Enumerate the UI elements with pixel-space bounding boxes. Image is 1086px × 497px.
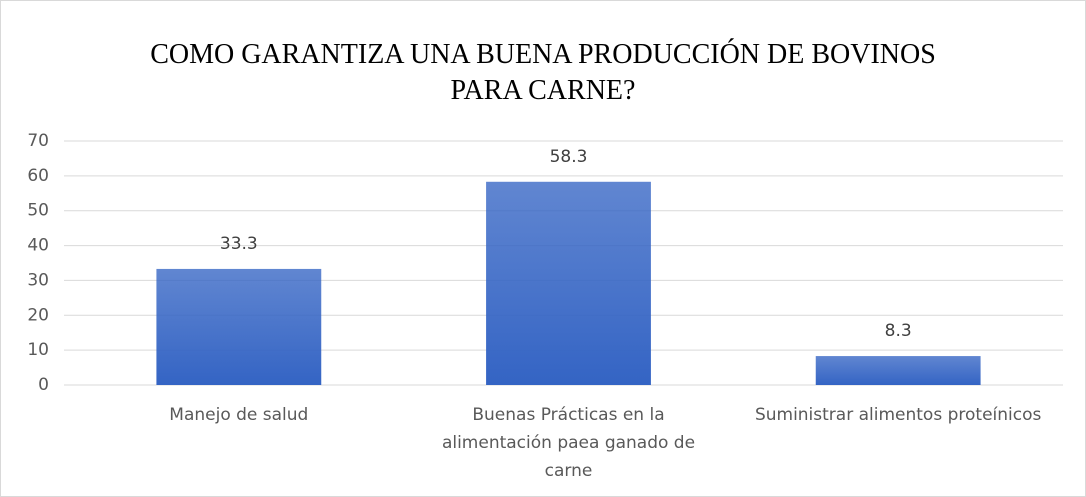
y-tick-label: 20 — [27, 305, 49, 325]
bar — [815, 356, 981, 385]
x-tick-label: Suministrar alimentos proteínicos — [754, 405, 1042, 425]
data-label: 58.3 — [550, 147, 588, 167]
bar — [486, 181, 651, 385]
chart-title: COMO GARANTIZA UNA BUENA PRODUCCIÓN DE B… — [150, 39, 936, 106]
y-tick-label: 70 — [27, 131, 49, 151]
x-tick-label: Buenas Prácticas en la alimentación paea… — [441, 405, 696, 481]
y-tick-label: 30 — [27, 270, 49, 290]
bar — [156, 268, 322, 385]
y-tick-label: 50 — [27, 201, 49, 221]
data-label: 33.3 — [220, 234, 258, 254]
y-tick-label: 60 — [27, 166, 49, 186]
y-tick-label: 0 — [38, 375, 49, 395]
y-tick-label: 10 — [27, 340, 49, 360]
y-tick-label: 40 — [27, 236, 49, 256]
x-tick-label: Manejo de salud — [169, 405, 309, 425]
data-label: 8.3 — [885, 321, 912, 341]
